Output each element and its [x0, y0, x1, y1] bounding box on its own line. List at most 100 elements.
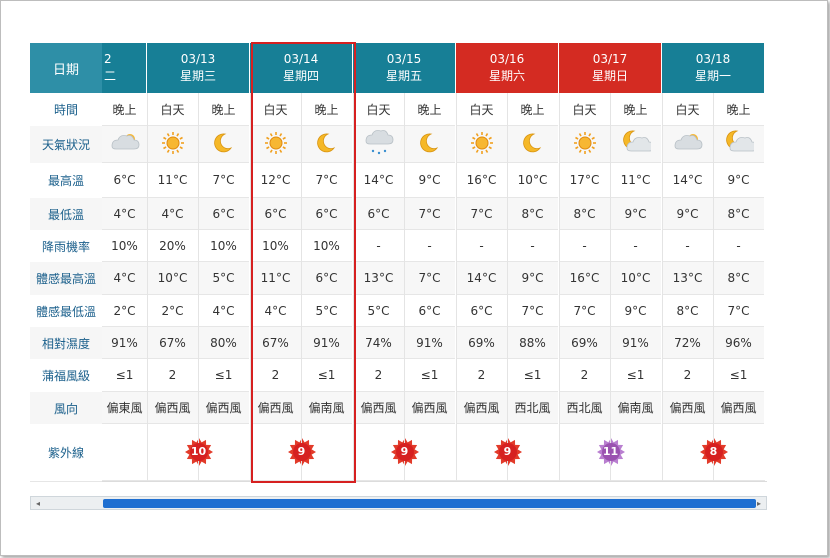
sunny-icon — [261, 130, 291, 159]
forecast-cell: ≤1 — [610, 359, 661, 392]
uv-cell: 10 — [147, 424, 250, 481]
forecast-cell: 晚上 — [102, 93, 147, 126]
forecast-cell: 67% — [250, 327, 301, 359]
forecast-cell — [353, 126, 404, 163]
header-date-label: 日期 — [30, 43, 102, 93]
forecast-cell: 91% — [404, 327, 455, 359]
forecast-cell: 西北風 — [507, 392, 558, 424]
scroll-left-arrow-icon[interactable]: ◂ — [35, 498, 40, 508]
forecast-cell: 6°C — [456, 295, 507, 327]
row-label-9: 蒲福風級 — [30, 359, 102, 393]
moon-icon — [518, 130, 548, 159]
forecast-cell: 晚上 — [301, 93, 352, 126]
day-weekday: 星期日 — [591, 69, 628, 83]
forecast-cell: 11°C — [250, 262, 301, 295]
forecast-cell — [610, 126, 661, 163]
forecast-cell: 2 — [250, 359, 301, 392]
forecast-cell: 14°C — [662, 163, 713, 198]
day-header-03-18: 03/18 星期一 — [662, 43, 765, 93]
forecast-cell: 晚上 — [404, 93, 455, 126]
forecast-cell: 16°C — [456, 163, 507, 198]
uv-index-icon: 9 — [390, 437, 420, 467]
forecast-cell: 5°C — [301, 295, 352, 327]
forecast-cell: 13°C — [662, 262, 713, 295]
forecast-cell: 4°C — [102, 198, 147, 230]
cloudy-icon — [110, 130, 140, 159]
uv-index-icon: 8 — [699, 437, 729, 467]
forecast-cell: 10°C — [610, 262, 661, 295]
column-divider — [404, 93, 405, 481]
row-label-7: 體感最低溫 — [30, 295, 102, 328]
forecast-cell: ≤1 — [301, 359, 352, 392]
uv-index-value: 9 — [498, 443, 517, 461]
forecast-cell: 6°C — [198, 198, 249, 230]
forecast-cell: 7°C — [559, 295, 610, 327]
day-weekday: 星期六 — [488, 69, 525, 83]
forecast-cell: 8°C — [507, 198, 558, 230]
forecast-cell: 2 — [662, 359, 713, 392]
forecast-cell: ≤1 — [507, 359, 558, 392]
forecast-cell — [250, 126, 301, 163]
moon-icon — [209, 130, 239, 159]
column-divider — [250, 93, 251, 481]
sunny-icon — [570, 130, 600, 159]
forecast-cell: 8°C — [713, 262, 764, 295]
forecast-cell — [102, 126, 147, 163]
day-date: 03/14 — [283, 52, 319, 66]
moon-icon — [415, 130, 445, 159]
day-weekday: 星期一 — [694, 69, 731, 83]
uv-index-value: 11 — [601, 443, 620, 461]
moon-icon — [312, 130, 342, 159]
forecast-cell: 13°C — [353, 262, 404, 295]
column-divider — [713, 93, 714, 481]
uv-index-value: 9 — [292, 443, 311, 461]
day-date: 03/15 — [386, 52, 422, 66]
row-label-8: 相對濕度 — [30, 327, 102, 360]
forecast-cell: 6°C — [102, 163, 147, 198]
column-divider — [507, 93, 508, 481]
forecast-cell: 74% — [353, 327, 404, 359]
rain-cloud-icon — [364, 129, 394, 159]
forecast-cell: 6°C — [353, 198, 404, 230]
forecast-cell: 69% — [559, 327, 610, 359]
uv-index-icon: 9 — [287, 437, 317, 467]
forecast-cell: 10% — [250, 230, 301, 262]
forecast-cell: 16°C — [559, 262, 610, 295]
scroll-right-arrow-icon[interactable]: ▸ — [756, 498, 761, 508]
forecast-cell: 11°C — [610, 163, 661, 198]
forecast-cell: - — [662, 230, 713, 262]
day-date: 03/13 — [180, 52, 216, 66]
forecast-cell — [713, 126, 764, 163]
forecast-cell: 白天 — [353, 93, 404, 126]
forecast-cell: 8°C — [713, 198, 764, 230]
forecast-cell: 9°C — [662, 198, 713, 230]
forecast-cell: 4°C — [147, 198, 198, 230]
forecast-cell: 9°C — [507, 262, 558, 295]
forecast-cell: 白天 — [456, 93, 507, 126]
forecast-cell: 5°C — [353, 295, 404, 327]
scrollbar-thumb[interactable] — [103, 499, 756, 508]
forecast-cell: 72% — [662, 327, 713, 359]
day-header-03-16: 03/16 星期六 — [456, 43, 559, 93]
day-date: 03/16 — [489, 52, 525, 66]
column-divider — [610, 93, 611, 481]
moon-cloud-icon — [724, 130, 757, 159]
forecast-cell: 7°C — [404, 262, 455, 295]
day-date: 03/17 — [592, 52, 628, 66]
column-divider — [301, 93, 302, 481]
forecast-cell: 12°C — [250, 163, 301, 198]
forecast-cell: 2 — [456, 359, 507, 392]
row-label-5: 降雨機率 — [30, 230, 102, 263]
uv-index-icon: 11 — [596, 437, 626, 467]
forecast-cell: 91% — [610, 327, 661, 359]
day-header-03-13: 03/13 星期三 — [147, 43, 250, 93]
forecast-cell: 10°C — [507, 163, 558, 198]
forecast-cell: - — [456, 230, 507, 262]
row-label-3: 最高溫 — [30, 163, 102, 199]
table-bottom-border — [30, 481, 767, 482]
forecast-cell: 2 — [147, 359, 198, 392]
horizontal-scrollbar[interactable]: ◂ ▸ — [30, 496, 767, 510]
forecast-cell: 10% — [301, 230, 352, 262]
forecast-cell: 偏西風 — [456, 392, 507, 424]
forecast-cell: 2 — [559, 359, 610, 392]
